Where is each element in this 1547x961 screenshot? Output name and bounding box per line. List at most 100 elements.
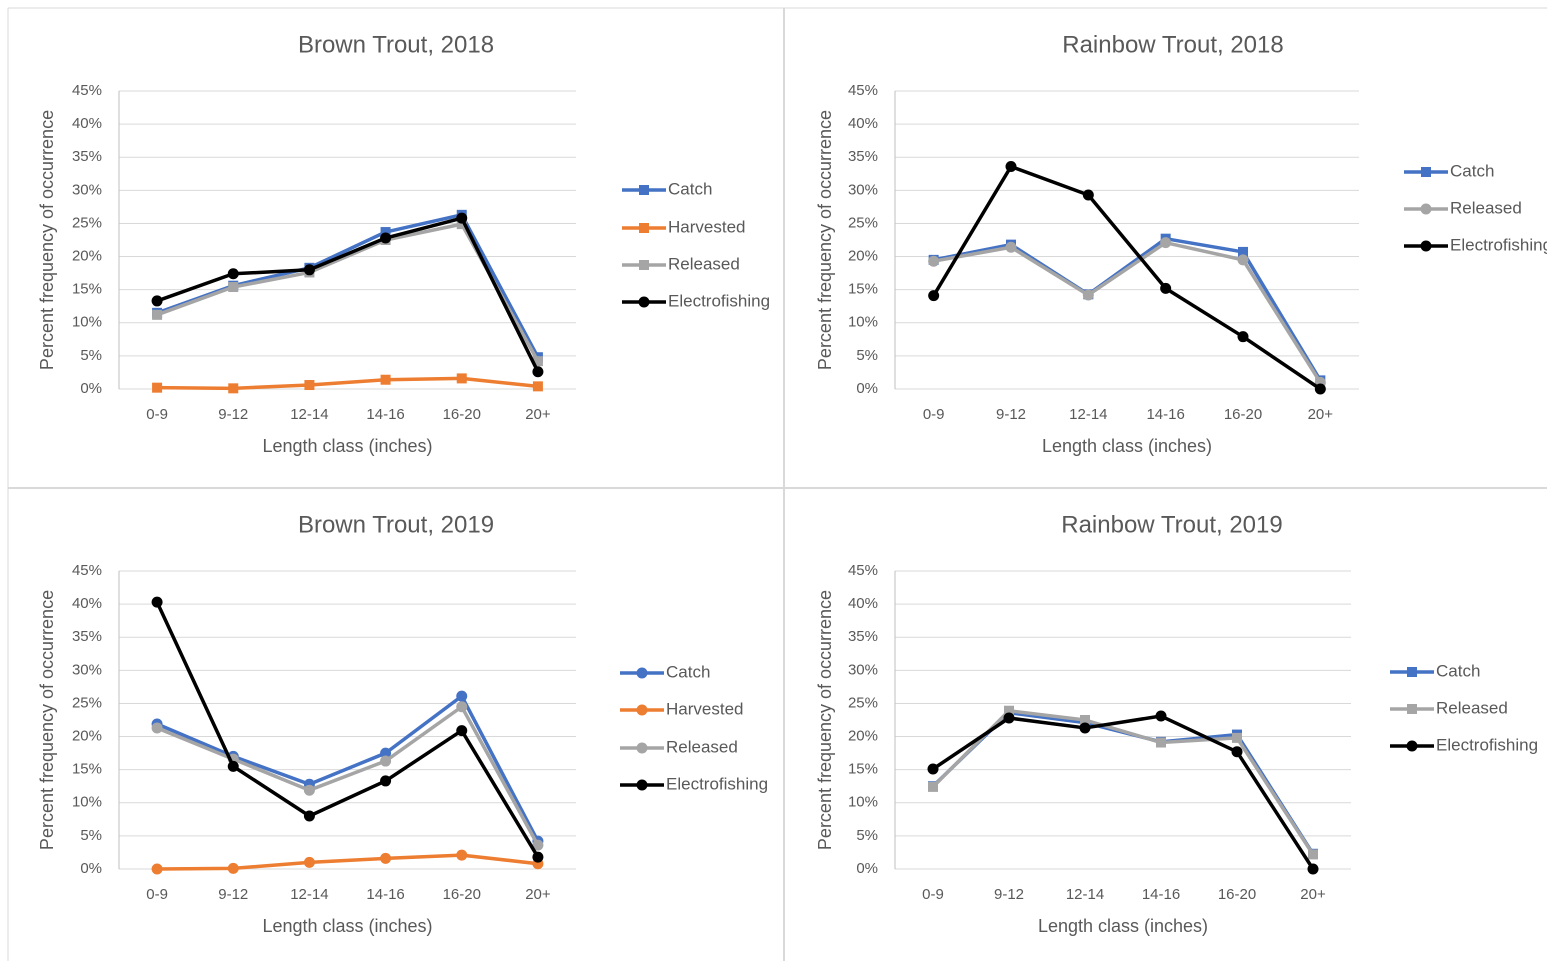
marker <box>928 255 940 267</box>
marker <box>304 380 315 391</box>
x-tick-label: 14-16 <box>366 406 404 423</box>
y-tick-label: 20% <box>848 728 878 745</box>
marker <box>1237 331 1249 343</box>
y-tick-label: 15% <box>72 281 102 298</box>
y-tick-label: 0% <box>856 860 878 877</box>
marker <box>380 747 392 759</box>
y-tick-label: 30% <box>72 661 102 678</box>
marker <box>1160 282 1172 294</box>
legend-marker <box>1421 167 1431 177</box>
legend-label: Harvested <box>668 217 745 236</box>
legend-marker <box>636 779 648 791</box>
legend-label: Harvested <box>666 699 743 718</box>
y-tick-label: 15% <box>72 761 102 778</box>
chart-title: Rainbow Trout, 2018 <box>1062 31 1283 58</box>
y-tick-label: 0% <box>80 380 102 397</box>
y-tick-label: 10% <box>848 314 878 331</box>
y-axis-label: Percent frequency of occurrence <box>815 590 835 850</box>
marker <box>456 690 468 702</box>
x-axis-label: Length class (inches) <box>262 436 432 456</box>
chart-title: Rainbow Trout, 2019 <box>1061 511 1282 538</box>
marker <box>227 760 239 772</box>
x-tick-label: 12-14 <box>290 886 328 903</box>
marker <box>1238 246 1248 257</box>
marker <box>152 382 163 393</box>
x-tick-label: 9-12 <box>996 406 1026 423</box>
marker <box>927 763 939 775</box>
marker <box>227 268 239 280</box>
series-line <box>932 164 1322 391</box>
marker <box>228 282 239 293</box>
marker <box>928 781 938 792</box>
legend-label: Released <box>1450 198 1522 217</box>
y-tick-label: 40% <box>848 595 878 612</box>
marker <box>151 295 163 307</box>
marker <box>380 227 391 238</box>
marker <box>152 309 163 320</box>
x-tick-label: 20+ <box>1300 886 1326 903</box>
marker <box>303 264 315 276</box>
marker <box>456 701 468 713</box>
legend-label: Catch <box>1450 161 1494 180</box>
series-line <box>932 714 1315 870</box>
marker <box>227 862 239 874</box>
y-tick-label: 25% <box>848 214 878 231</box>
marker <box>380 232 392 244</box>
x-tick-label: 0-9 <box>923 406 945 423</box>
marker <box>1005 160 1017 172</box>
legend-marker <box>1407 704 1417 714</box>
series-line <box>156 222 540 363</box>
y-tick-label: 35% <box>848 628 878 645</box>
x-tick-label: 0-9 <box>922 886 944 903</box>
y-tick-label: 15% <box>848 761 878 778</box>
series-line <box>157 853 539 871</box>
series-line <box>157 376 539 391</box>
marker <box>1080 715 1090 725</box>
marker <box>456 725 468 737</box>
marker <box>456 373 467 384</box>
y-tick-label: 25% <box>848 694 878 711</box>
series-line <box>155 601 540 858</box>
x-tick-label: 16-20 <box>1224 406 1262 423</box>
marker <box>151 596 163 608</box>
y-tick-label: 0% <box>80 860 102 877</box>
marker <box>303 856 315 868</box>
x-tick-label: 16-20 <box>1218 886 1256 903</box>
x-tick-label: 16-20 <box>443 886 481 903</box>
marker <box>380 852 392 864</box>
x-axis-label: Length class (inches) <box>262 916 432 936</box>
marker <box>1156 737 1166 748</box>
y-axis-label: Percent frequency of occurrence <box>815 110 835 370</box>
series-line <box>156 213 540 359</box>
marker <box>380 374 391 385</box>
legend-marker <box>636 667 648 679</box>
y-tick-label: 5% <box>80 347 102 364</box>
y-tick-label: 35% <box>848 148 878 165</box>
marker <box>928 290 940 302</box>
x-tick-label: 0-9 <box>146 886 168 903</box>
legend-label: Catch <box>668 179 712 198</box>
y-tick-label: 30% <box>848 661 878 678</box>
x-tick-label: 14-16 <box>366 886 404 903</box>
y-tick-label: 5% <box>80 827 102 844</box>
y-tick-label: 5% <box>856 347 878 364</box>
y-tick-label: 10% <box>72 794 102 811</box>
x-tick-label: 20+ <box>525 406 551 423</box>
series-line <box>156 705 540 847</box>
legend-marker <box>1406 740 1418 752</box>
marker <box>1160 237 1172 249</box>
marker <box>228 383 239 394</box>
y-tick-label: 10% <box>848 794 878 811</box>
marker <box>456 849 468 861</box>
marker <box>1231 746 1243 758</box>
y-tick-label: 45% <box>848 562 878 579</box>
legend-marker <box>639 223 649 233</box>
marker <box>532 356 543 367</box>
legend-marker <box>1420 203 1432 215</box>
x-tick-label: 12-14 <box>1066 886 1104 903</box>
series-line <box>156 216 540 373</box>
y-tick-label: 40% <box>72 115 102 132</box>
marker <box>1155 710 1167 722</box>
x-axis-label: Length class (inches) <box>1042 436 1212 456</box>
x-axis-label: Length class (inches) <box>1038 916 1208 936</box>
